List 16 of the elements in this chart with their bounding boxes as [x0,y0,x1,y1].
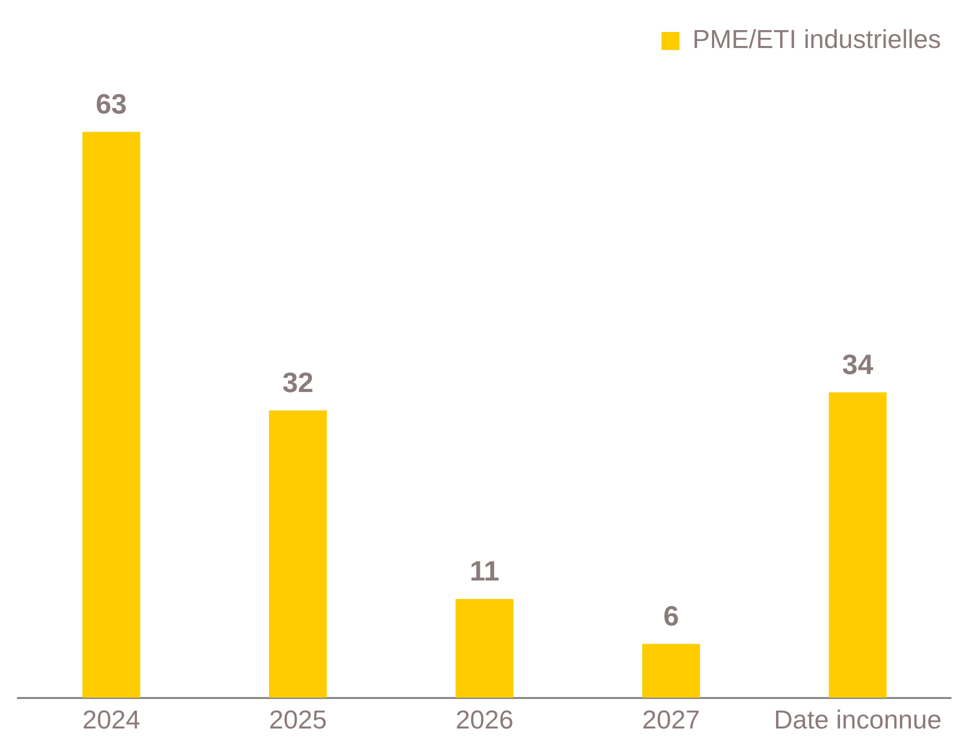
data-label: 6 [663,600,679,632]
data-label: 34 [842,349,874,380]
bar [642,644,700,698]
bar [456,598,514,698]
bar [828,392,887,698]
x-tick-label: 2027 [642,704,700,735]
x-tick-label: 2025 [268,704,327,735]
bar [268,410,327,698]
bar [82,132,140,698]
data-label: 11 [470,556,500,587]
x-tick-label: 2024 [82,704,140,735]
x-tick-label: 2026 [456,704,514,735]
legend-label: PME/ETI industrielles [692,24,942,54]
data-label: 63 [96,88,127,120]
x-tick-label: Date inconnue [774,704,942,735]
data-label: 32 [282,367,314,398]
